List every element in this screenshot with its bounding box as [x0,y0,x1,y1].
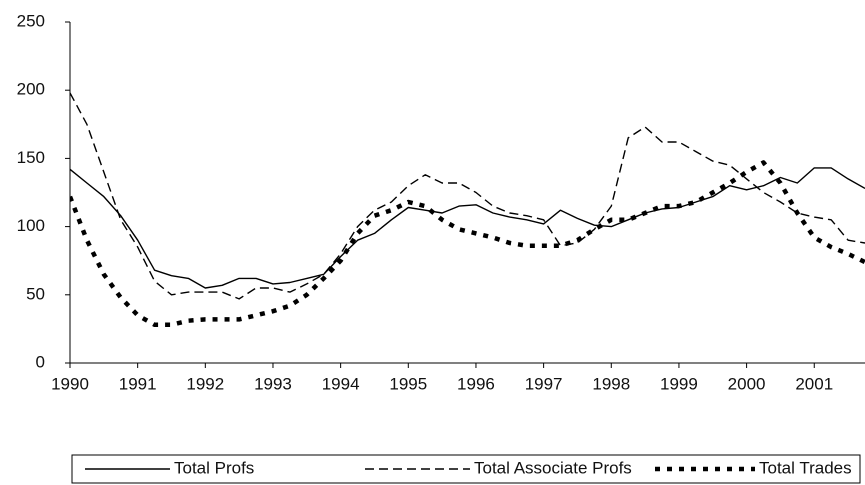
x-tick-label: 1996 [457,374,495,393]
series-line [70,167,865,289]
legend-label: Total Associate Profs [474,458,632,477]
x-tick-label: 2001 [795,374,833,393]
x-tick-label: 1994 [322,374,360,393]
y-tick-label: 0 [36,352,45,371]
series-line [70,160,865,328]
x-tick-label: 1998 [592,374,630,393]
x-tick-label: 2000 [728,374,766,393]
series-line [70,92,865,300]
legend-label: Total Profs [174,458,254,477]
legend-label: Total Trades [759,458,852,477]
y-tick-label: 200 [17,80,45,99]
y-tick-label: 250 [17,11,45,30]
x-tick-label: 1999 [660,374,698,393]
x-tick-label: 1997 [525,374,563,393]
x-tick-label: 1995 [389,374,427,393]
x-tick-label: 1993 [254,374,292,393]
x-tick-label: 1991 [119,374,157,393]
y-tick-label: 100 [17,216,45,235]
y-tick-label: 50 [26,284,45,303]
x-tick-label: 1992 [186,374,224,393]
legend-box [71,454,861,484]
x-tick-label: 1990 [51,374,89,393]
y-tick-label: 150 [17,148,45,167]
